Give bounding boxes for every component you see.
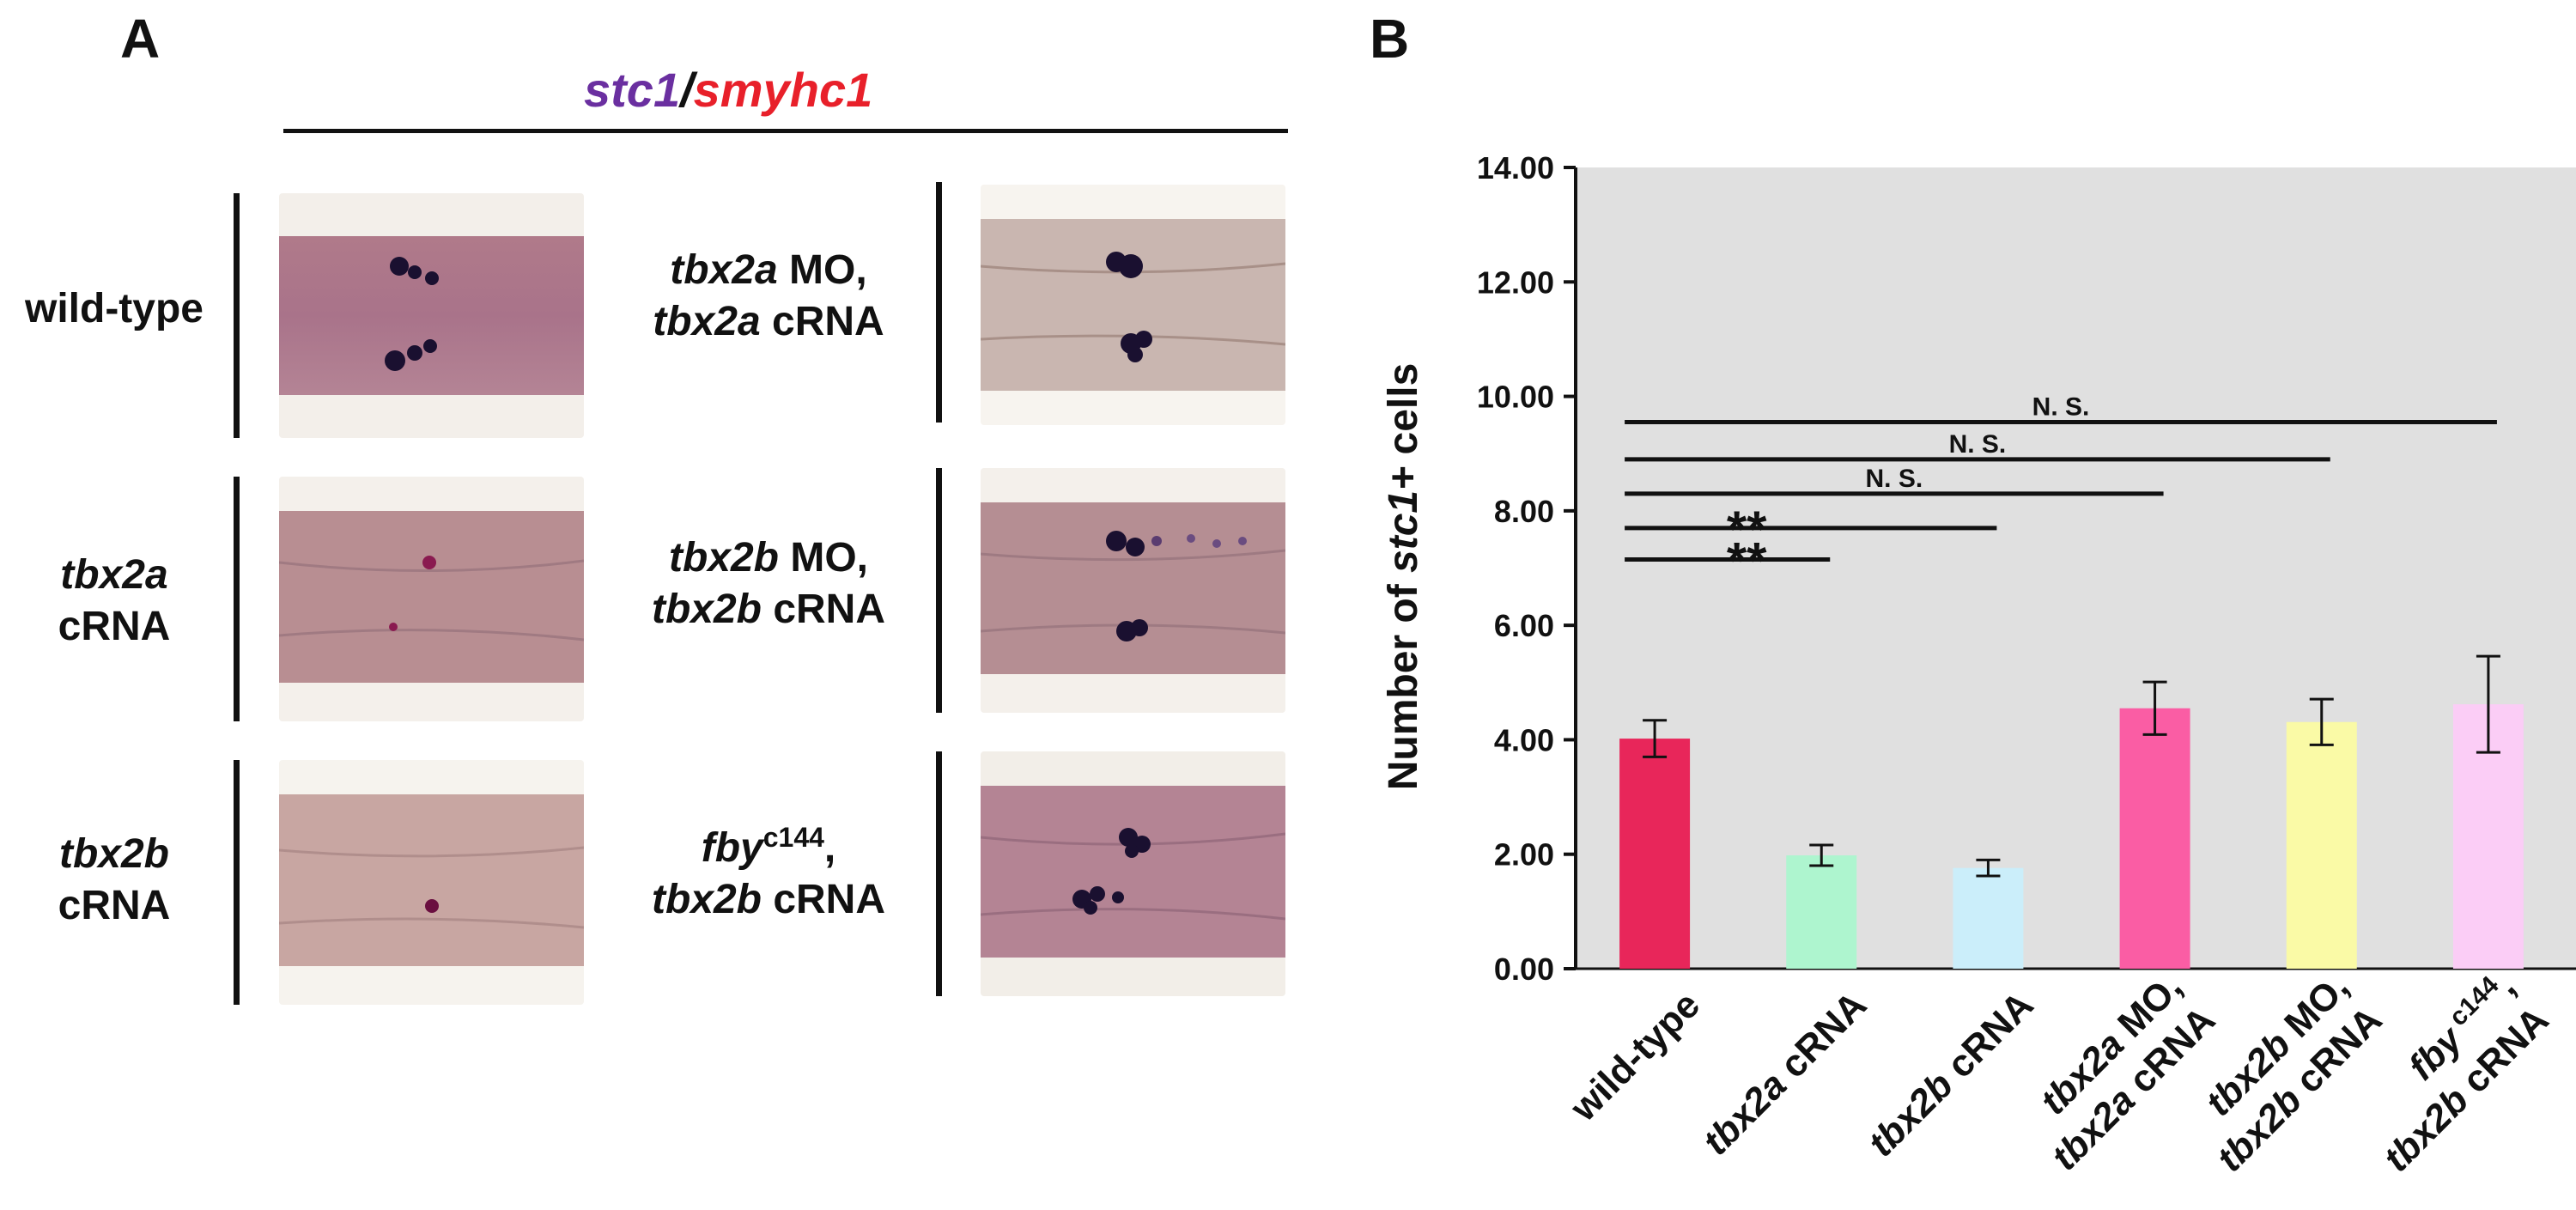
title-underline (283, 129, 1288, 133)
title-separator: / (680, 63, 694, 117)
row1-right-label: tbx2a MO, tbx2a cRNA (653, 247, 884, 344)
row2-right-label: tbx2b MO, tbx2b cRNA (651, 535, 886, 632)
x-tick-label: tbx2a MO,tbx2a cRNA (2032, 965, 2223, 1178)
row3-left-bracket (234, 760, 240, 1005)
y-axis-label: Number of stc1+ cells (1381, 363, 1426, 791)
y-tick-label: 6.00 (1494, 608, 1554, 643)
significance-label: N. S. (1865, 465, 1923, 493)
bar (2286, 721, 2357, 969)
row3-right-label: fbyc144, tbx2b cRNA (651, 822, 886, 922)
x-tick-label: wild-type (1562, 983, 1708, 1129)
panel-a-letter: A (120, 8, 161, 70)
bar-chart: 0.00 2.00 4.00 6.00 8.00 10.00 12.00 14.00 Numbe… (1381, 150, 2576, 1180)
row1-left-label: wild-type (24, 286, 204, 331)
x-tick-label: tbx2a cRNA (1695, 983, 1874, 1163)
micrograph-tbx2b-crna (279, 760, 584, 1005)
plot-area (1576, 167, 2576, 969)
x-tick-label: fby c144,tbx2b cRNA (2376, 965, 2557, 1180)
significance-label: ** (1727, 532, 1767, 590)
row2-left-bracket (234, 477, 240, 721)
panel-b-letter: B (1370, 8, 1410, 70)
y-tick-label: 8.00 (1494, 494, 1554, 529)
row1-left-bracket (234, 193, 240, 438)
x-tick-label-line: tbx2a cRNA (1695, 983, 1874, 1163)
y-tick-label: 0.00 (1494, 952, 1554, 987)
row3-left-label: tbx2b cRNA (58, 831, 171, 928)
significance-label: N. S. (2032, 393, 2090, 422)
bar (1786, 855, 1857, 969)
bar (2119, 708, 2190, 969)
y-tick-label: 4.00 (1494, 722, 1554, 757)
x-tick-label-line: tbx2b cRNA (1860, 983, 2041, 1164)
y-tick-label: 12.00 (1477, 264, 1554, 300)
title-gene2: smyhc1 (693, 63, 873, 117)
y-tick-label: 14.00 (1477, 150, 1554, 185)
micrograph-tbx2a-mo-tbx2a-crna (981, 185, 1285, 425)
micrograph-wild-type (279, 193, 584, 438)
row2-right-bracket (936, 468, 942, 713)
row3-right-bracket (936, 751, 942, 996)
significance-label: N. S. (1949, 430, 2007, 459)
row2-left-label: tbx2a cRNA (58, 552, 171, 649)
micrograph-tbx2a-crna (279, 477, 584, 721)
micrograph-tbx2b-mo-tbx2b-crna (981, 468, 1285, 713)
bar (1619, 739, 1691, 969)
y-tick-label: 2.00 (1494, 837, 1554, 873)
micrograph-fby-c144-tbx2b-crna (981, 751, 1285, 996)
panel-a-title: stc1/smyhc1 (584, 62, 872, 118)
title-gene1: stc1 (584, 63, 681, 117)
significance-label: ** (1727, 501, 1767, 558)
row1-right-bracket (936, 182, 942, 423)
bar (1953, 867, 2024, 969)
x-tick-label-line: wild-type (1562, 983, 1708, 1129)
x-tick-label: tbx2b MO,tbx2b cRNA (2198, 965, 2391, 1180)
y-tick-label: 10.00 (1477, 380, 1554, 415)
x-tick-label: tbx2b cRNA (1860, 983, 2041, 1164)
